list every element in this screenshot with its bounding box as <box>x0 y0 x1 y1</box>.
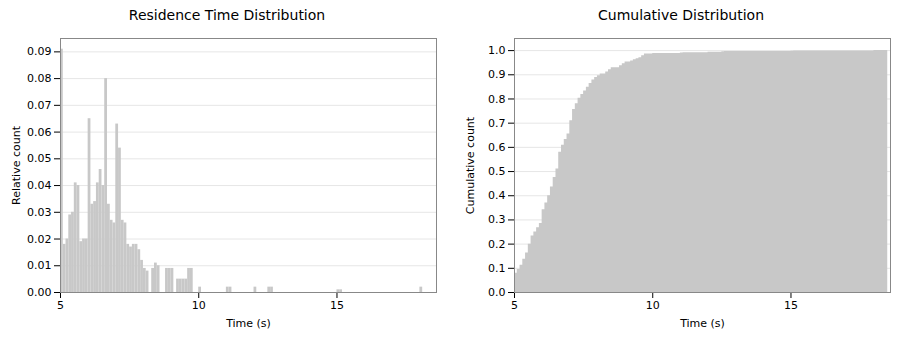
svg-text:15: 15 <box>784 299 798 312</box>
svg-text:0.9: 0.9 <box>488 68 506 81</box>
svg-text:5: 5 <box>57 299 64 312</box>
svg-text:0.03: 0.03 <box>27 206 52 219</box>
svg-text:0.08: 0.08 <box>27 72 52 85</box>
svg-text:0.01: 0.01 <box>27 259 52 272</box>
svg-text:Cumulative count: Cumulative count <box>464 116 477 214</box>
svg-text:0.8: 0.8 <box>488 92 506 105</box>
svg-text:15: 15 <box>330 299 344 312</box>
svg-text:0.05: 0.05 <box>27 152 52 165</box>
svg-text:Relative count: Relative count <box>10 125 23 205</box>
svg-text:Time (s): Time (s) <box>225 317 271 330</box>
svg-text:5: 5 <box>511 299 518 312</box>
html-text:Cumulative Distribution: Cumulative Distribution <box>598 7 764 23</box>
svg-text:0.2: 0.2 <box>488 238 506 251</box>
svg-text:0.7: 0.7 <box>488 117 506 130</box>
svg-text:0.5: 0.5 <box>488 165 506 178</box>
svg-text:0.1: 0.1 <box>488 262 506 275</box>
svg-text:10: 10 <box>646 299 660 312</box>
svg-text:Time (s): Time (s) <box>679 317 725 330</box>
svg-text:0.09: 0.09 <box>27 45 52 58</box>
svg-text:10: 10 <box>192 299 206 312</box>
svg-text:0.3: 0.3 <box>488 213 506 226</box>
svg-text:0.02: 0.02 <box>27 233 52 246</box>
svg-text:0.04: 0.04 <box>27 179 52 192</box>
svg-text:0.0: 0.0 <box>488 286 506 299</box>
html-text:Residence Time Distribution: Residence Time Distribution <box>128 7 326 23</box>
svg-text:0.00: 0.00 <box>27 286 52 299</box>
svg-text:0.06: 0.06 <box>27 126 52 139</box>
svg-text:0.07: 0.07 <box>27 99 52 112</box>
svg-text:0.6: 0.6 <box>488 141 506 154</box>
svg-text:0.4: 0.4 <box>488 189 506 202</box>
svg-text:1.0: 1.0 <box>488 44 506 57</box>
